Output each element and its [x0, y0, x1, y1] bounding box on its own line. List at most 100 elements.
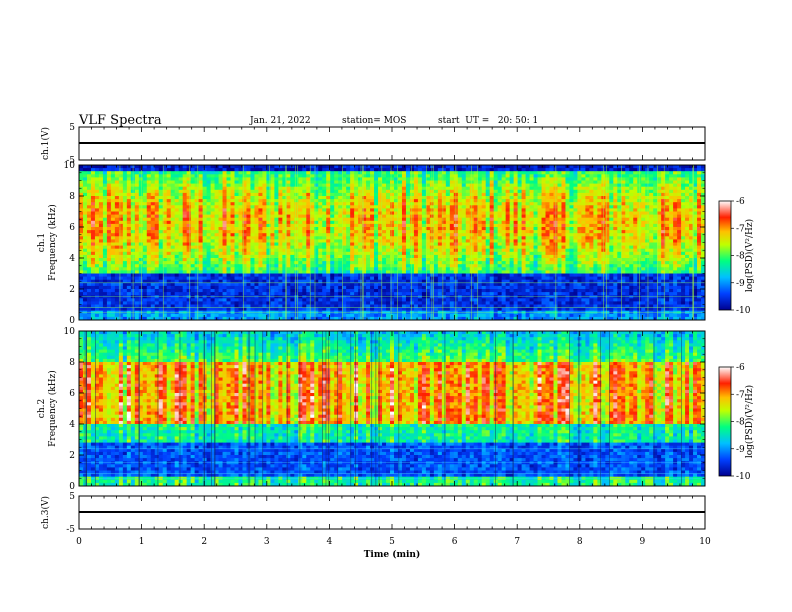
spectrogram-cell [274, 196, 279, 200]
spectrogram-cell [685, 248, 690, 253]
spectrogram-cell [358, 261, 363, 265]
spectrogram-cell [190, 236, 196, 240]
spectrogram-cell [685, 233, 690, 237]
spectrogram-cell [390, 258, 395, 262]
spectrogram-cell [697, 223, 702, 228]
spectrogram-cell [537, 211, 542, 215]
spectrogram-cell [473, 251, 479, 256]
spectrogram-cell [505, 254, 511, 259]
spectrogram-cell [549, 171, 554, 175]
spectrogram-cell [689, 168, 694, 172]
spectrogram-cell [326, 217, 331, 222]
spectrogram-cell [274, 230, 279, 234]
spectrogram-cell [405, 202, 411, 206]
spectrogram-cell [661, 233, 666, 237]
spectrogram-cell [366, 211, 371, 215]
spectrogram-cell [302, 208, 307, 212]
spectrogram-cell [433, 208, 439, 212]
spectrogram-cell [358, 196, 363, 200]
spectrogram-cell [262, 202, 267, 206]
spectrogram-cell [322, 183, 327, 188]
spectrogram-cell [625, 196, 630, 200]
spectrogram-cell [653, 171, 658, 175]
spectrogram-cell [82, 199, 88, 203]
spectrogram-cell [681, 248, 686, 253]
spectrogram-cell [118, 251, 124, 256]
spectrogram-cell [242, 248, 247, 253]
spectrogram-cell [525, 254, 530, 259]
spectrogram-cell [302, 230, 307, 234]
spectrogram-cell [366, 174, 371, 178]
spectrogram-cell [270, 199, 275, 203]
spectrogram-cell [697, 251, 702, 256]
spectrogram-cell [393, 177, 399, 181]
spectrogram-cell [633, 245, 638, 250]
spectrogram-cell [122, 236, 128, 240]
spectrogram-cell [326, 177, 331, 181]
spectrogram-cell [290, 245, 295, 250]
spectrogram-cell [621, 227, 626, 231]
spectrogram-cell [469, 254, 475, 259]
spectrogram-cell [469, 248, 475, 253]
spectrogram-cell [393, 189, 399, 194]
spectrogram-cell [529, 177, 534, 181]
spectrogram-cell [441, 220, 447, 225]
spectrogram-cell [513, 239, 518, 243]
spectrogram-cell [134, 245, 140, 250]
spectrogram-cell [246, 189, 251, 194]
spectrogram-cell [206, 258, 211, 262]
spectrogram-cell [94, 239, 100, 243]
spectrogram-cell [417, 186, 423, 191]
spectrogram-cell [677, 242, 682, 246]
spectrogram-cell [585, 245, 590, 250]
spectrogram-cell [86, 227, 92, 231]
spectrogram-cell [589, 180, 594, 184]
spectrogram-cell [489, 180, 495, 184]
spectrogram-cell [110, 192, 116, 197]
spectrogram-cell [310, 242, 315, 246]
spectrogram-cell [577, 183, 582, 188]
spectrogram-cell [286, 214, 291, 219]
spectrogram-cell [122, 223, 128, 228]
spectrogram-cell [645, 186, 650, 191]
spectrogram-cell [401, 254, 407, 259]
spectrogram-cell [465, 189, 471, 194]
spectrogram-cell [338, 186, 343, 191]
spectrogram-cell [318, 242, 323, 246]
spectrogram-cell [294, 208, 299, 212]
spectrogram-cell [513, 199, 518, 203]
spectrogram-cell [577, 248, 582, 253]
spectrogram-cell [342, 186, 347, 191]
spectrogram-cell [529, 217, 534, 222]
spectrogram-cell [294, 196, 299, 200]
spectrogram-cell [441, 208, 447, 212]
spectrogram-cell [397, 261, 403, 265]
spectrogram-cell [270, 230, 275, 234]
spectrogram-cell [186, 230, 192, 234]
spectrogram-cell [653, 223, 658, 228]
spectrogram-cell [166, 199, 172, 203]
spectrogram-cell [122, 165, 128, 169]
spectrogram-cell [214, 230, 219, 234]
spectrogram-cell [290, 258, 295, 262]
spectrogram-cell [278, 192, 283, 197]
spectrogram-cell [457, 223, 463, 228]
spectrogram-cell [174, 242, 180, 246]
spectrogram-cell [701, 239, 705, 243]
spectrogram-cell [685, 214, 690, 219]
spectrogram-cell [633, 165, 638, 169]
spectrogram-cell [477, 227, 483, 231]
spectrogram-cell [194, 242, 200, 246]
spectrogram-cell [633, 183, 638, 188]
spectrogram-cell [505, 227, 511, 231]
spectrogram-cell [565, 202, 570, 206]
spectrogram-cell [330, 180, 335, 184]
spectrogram-cell [525, 236, 530, 240]
spectrogram-cell [210, 177, 215, 181]
spectrogram-cell [665, 168, 670, 172]
spectrogram-cell [677, 202, 682, 206]
spectrogram-cell [477, 258, 483, 262]
spectrogram-cell [114, 168, 120, 172]
spectrogram-cell [413, 192, 419, 197]
spectrogram-cell [198, 217, 204, 222]
